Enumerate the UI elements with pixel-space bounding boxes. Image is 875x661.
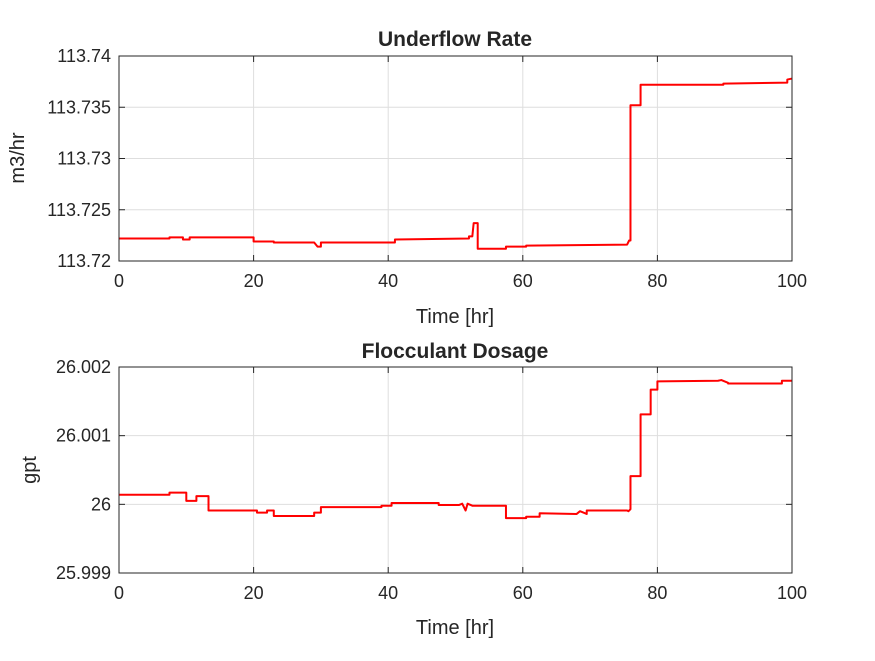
underflow-rate-panel: Underflow Rate 0 20 40 60 80 100 113.72 113.725…: [7, 28, 807, 328]
chart-title: Flocculant Dosage: [362, 340, 549, 363]
x-tick-label: 20: [244, 583, 264, 603]
tick-group: 0 20 40 60 80 100 113.72 113.725 113.73 113.735 11…: [47, 46, 807, 291]
x-axis-label: Time [hr]: [416, 306, 494, 328]
y-tick-label: 26.002: [56, 357, 111, 377]
plot-frame: [118, 366, 793, 574]
x-tick-label: 40: [378, 271, 398, 291]
y-tick-label: 26.001: [56, 426, 111, 446]
x-tick-label: 0: [114, 583, 124, 603]
gridlines: [118, 366, 793, 574]
y-axis-label: m3/hr: [7, 132, 29, 183]
y-tick-label: 113.725: [47, 200, 111, 220]
x-tick-label: 100: [777, 271, 807, 291]
y-tick-label: 25.999: [56, 563, 111, 583]
y-tick-label: 113.74: [57, 46, 111, 66]
x-tick-label: 80: [647, 271, 667, 291]
y-tick-label: 113.72: [57, 251, 111, 271]
series-group: [119, 379, 792, 520]
x-tick-label: 0: [114, 271, 124, 291]
series-line: [119, 77, 793, 250]
tick-group: 0 20 40 60 80 100 25.999 26 26.001 26.002: [56, 357, 807, 603]
x-tick-label: 60: [513, 271, 533, 291]
x-tick-label: 80: [647, 583, 667, 603]
y-tick-label: 113.73: [57, 149, 111, 169]
series-line: [119, 379, 792, 520]
x-tick-label: 40: [378, 583, 398, 603]
y-tick-label: 26: [91, 494, 111, 514]
gridlines: [118, 55, 793, 262]
x-tick-label: 20: [244, 271, 264, 291]
x-tick-label: 100: [777, 583, 807, 603]
series-group: [119, 77, 793, 250]
chart-title: Underflow Rate: [378, 28, 532, 51]
y-tick-label: 113.735: [47, 97, 111, 117]
x-tick-label: 60: [513, 583, 533, 603]
y-axis-label: gpt: [19, 456, 41, 484]
x-axis-label: Time [hr]: [416, 617, 494, 639]
flocculant-dosage-panel: Flocculant Dosage 0 20 40 60 80 100 25.999 26 26…: [19, 340, 807, 639]
